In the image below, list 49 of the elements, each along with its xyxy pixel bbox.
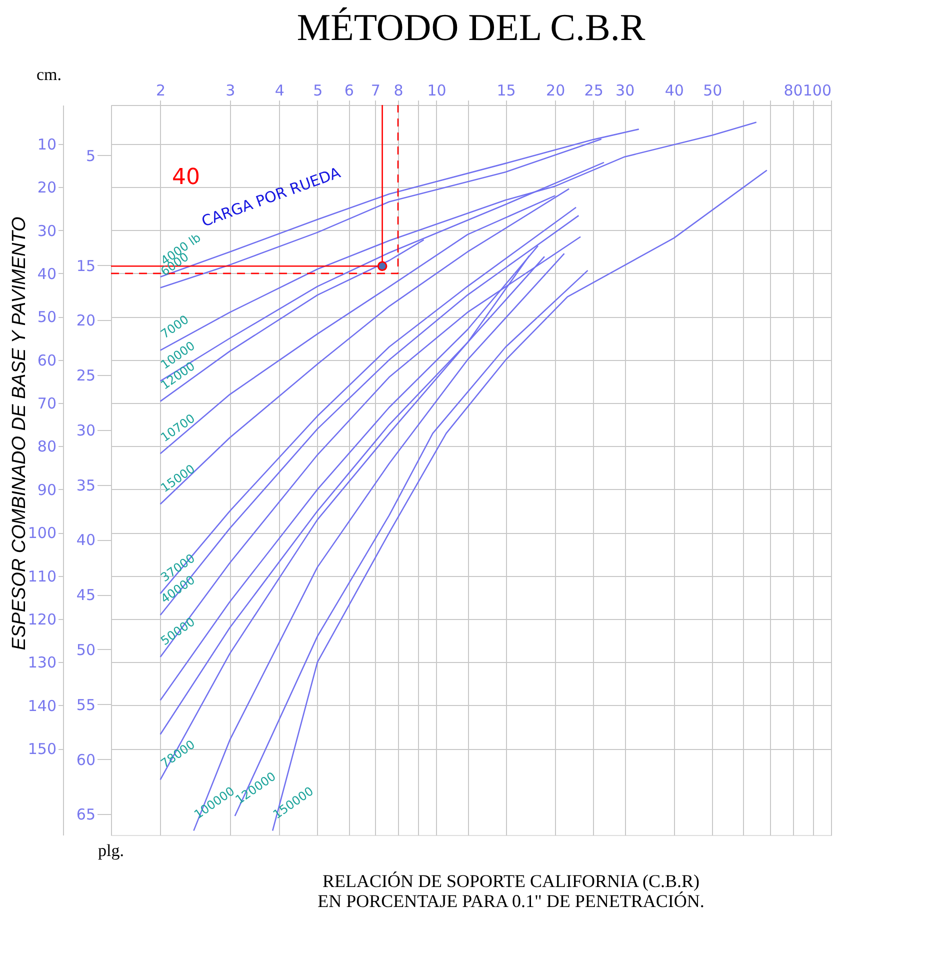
- y-tick-label: 50: [37, 308, 56, 326]
- y2-tick-label: 5: [86, 146, 96, 165]
- y-tick-label: 70: [37, 394, 56, 413]
- y2-tick-label: 30: [76, 421, 96, 440]
- text: cm.: [36, 65, 62, 84]
- x-axis-title: RELACIÓN DE SOPORTE CALIFORNIA (C.B.R) EN PORCENTAJE PARA 0.1" DE PENETRACIÓN.: [318, 871, 704, 911]
- y-tick-label: 60: [37, 351, 56, 370]
- x-tick-label: 25: [584, 82, 604, 100]
- x-tick-label: 20: [546, 82, 566, 100]
- y2-tick-label: 35: [76, 476, 96, 494]
- y-tick-label: 120: [28, 610, 56, 629]
- x-tick-label: 100: [802, 82, 832, 100]
- x-tick-label: 6: [344, 82, 354, 100]
- y-tick-label: 10: [37, 135, 56, 154]
- y-tick-label: 150: [28, 740, 56, 758]
- x-tick-label: 5: [313, 82, 323, 100]
- y2-tick-label: 15: [76, 256, 96, 275]
- x-tick-label: 50: [703, 82, 722, 100]
- y2-tick-label: 65: [76, 806, 96, 824]
- y2-tick-label: 45: [76, 586, 96, 604]
- y-tick-label: 140: [28, 696, 56, 715]
- annotation: 40: [172, 165, 200, 190]
- y-tick-label: 20: [37, 178, 56, 197]
- y2-tick-label: 40: [76, 531, 96, 550]
- chart-title: MÉTODO DEL C.B.R: [296, 7, 646, 49]
- y-tick-label: 80: [37, 438, 56, 456]
- x-tick-label: 8: [394, 82, 404, 100]
- x-tick-label: 3: [226, 82, 236, 100]
- y2-tick-label: 55: [76, 696, 96, 714]
- x-tick-label: 30: [616, 82, 635, 100]
- y2-axis-title: plg.: [98, 841, 124, 860]
- x-tick-label: 10: [427, 82, 446, 100]
- x-tick-label: 15: [496, 82, 516, 100]
- y-tick-label: 40: [37, 264, 56, 283]
- y2-tick-label: 20: [76, 312, 96, 330]
- y-tick-label: 130: [28, 654, 56, 672]
- y-tick-label: 90: [37, 480, 56, 499]
- x-tick-label: 80: [784, 82, 803, 100]
- y-tick-label: 30: [37, 222, 56, 240]
- y2-tick-label: 60: [76, 750, 96, 769]
- y2-tick-label: 25: [76, 366, 96, 385]
- y-axis-title: ESPESOR COMBINADO DE BASE Y PAVIMENTO: [9, 216, 30, 650]
- x-tick-label: 2: [156, 82, 166, 100]
- x-tick-label: 7: [370, 82, 380, 100]
- y2-tick-label: 50: [76, 640, 96, 659]
- y-tick-label: 100: [28, 524, 56, 542]
- y-tick-label: 110: [28, 567, 56, 586]
- x-tick-label: 40: [664, 82, 684, 100]
- x-tick-label: 4: [274, 82, 284, 100]
